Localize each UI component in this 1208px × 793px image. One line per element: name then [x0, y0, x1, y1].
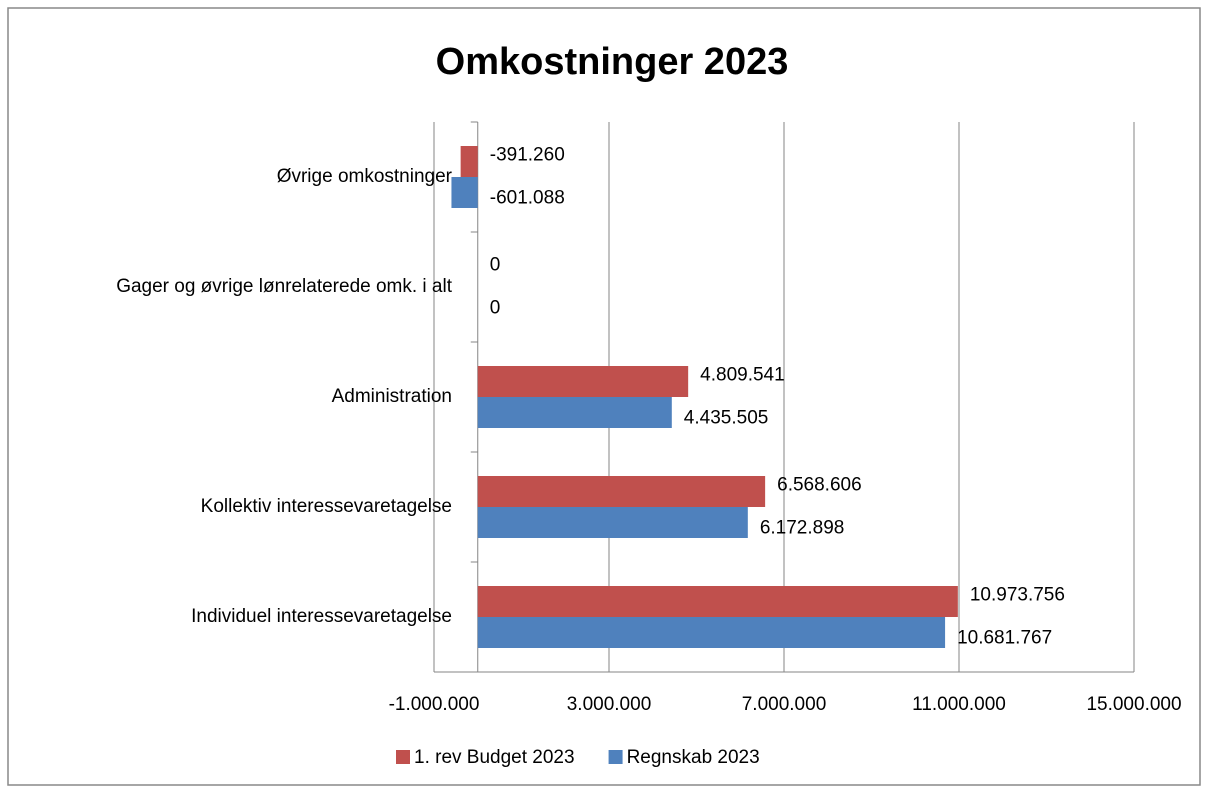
value-label: -391.260 [490, 145, 565, 166]
value-label: -601.088 [490, 188, 565, 209]
y-tick-label: Individuel interessevaretagelse [191, 606, 452, 627]
x-tick-label: 3.000.000 [567, 694, 652, 715]
value-label: 0 [490, 298, 501, 319]
y-tick-label: Administration [332, 386, 452, 407]
value-label: 4.809.541 [700, 365, 785, 386]
bar [460, 146, 478, 177]
x-tick-label: 7.000.000 [742, 694, 827, 715]
x-tick-label: 15.000.000 [1086, 694, 1181, 715]
y-tick-label: Gager og øvrige lønrelaterede omk. i alt [116, 276, 453, 297]
y-tick-label: Kollektiv interessevaretagelse [201, 496, 452, 517]
value-label: 0 [490, 255, 501, 276]
x-tick-label: -1.000.000 [389, 694, 480, 715]
value-label: 4.435.505 [684, 408, 769, 429]
bar [477, 476, 766, 507]
bar [451, 177, 478, 208]
bar [477, 507, 748, 538]
legend-swatch [396, 750, 410, 764]
value-label: 6.172.898 [760, 518, 845, 539]
bar [477, 366, 689, 397]
x-tick-label: 11.000.000 [912, 694, 1006, 715]
legend-label: 1. rev Budget 2023 [414, 747, 575, 768]
bar [477, 586, 958, 617]
bar [477, 397, 672, 428]
chart-title: Omkostninger 2023 [436, 41, 789, 83]
value-label: 6.568.606 [777, 475, 862, 496]
bar [477, 617, 946, 648]
y-tick-label: Øvrige omkostninger [277, 166, 453, 187]
value-label: 10.973.756 [970, 585, 1065, 606]
value-label: 10.681.767 [957, 628, 1052, 649]
legend-swatch [608, 750, 623, 764]
legend-label: Regnskab 2023 [627, 747, 760, 768]
